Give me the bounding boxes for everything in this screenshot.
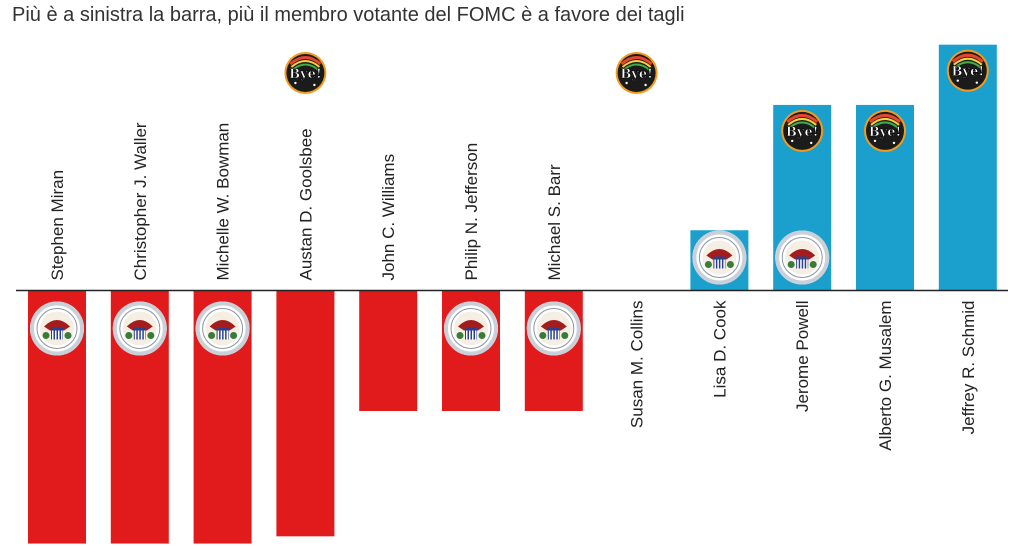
fed-seal-icon <box>692 230 747 285</box>
member-name-label: Michael S. Barr <box>545 164 564 281</box>
labels-layer: Stephen Miran Christopher J. Waller Michel… <box>48 122 978 451</box>
bye-badge-text: Bye! <box>620 67 653 82</box>
member-name-label: Alberto G. Musalem <box>876 301 895 451</box>
bar-austan-d-goolsbee <box>276 290 335 537</box>
bye-badge-text: Bye! <box>289 67 322 82</box>
member-name-label: John C. Williams <box>379 154 398 281</box>
member-name-label: Jerome Powell <box>793 301 812 413</box>
fed-seal-icon <box>444 301 498 356</box>
member-name-label: Austan D. Goolsbee <box>296 128 315 280</box>
bye-badge-icon: Bye! <box>781 109 824 152</box>
bars-layer <box>28 44 997 544</box>
member-name-label: Christopher J. Waller <box>131 122 150 280</box>
chart-title: Più è a sinistra la barra, più il membro… <box>12 4 685 26</box>
icons-layer: Bye! Bye! Bye! Bye! Bye! <box>30 49 989 356</box>
fed-seal-icon <box>775 230 830 285</box>
member-name-label: Philip N. Jefferson <box>462 143 481 281</box>
fed-seal-icon <box>112 301 167 356</box>
member-name-label: Michelle W. Bowman <box>214 123 233 281</box>
member-name-label: Jeffrey R. Schmid <box>959 301 978 435</box>
bye-badge-icon: Bye! <box>615 52 658 94</box>
fed-seal-icon <box>195 301 250 356</box>
fed-seal-icon <box>526 301 581 356</box>
member-name-label: Susan M. Collins <box>628 301 647 429</box>
fed-seal-icon <box>30 301 84 356</box>
bye-badge-icon: Bye! <box>946 49 989 92</box>
bye-badge-icon: Bye! <box>864 109 906 152</box>
bye-badge-text: Bye! <box>952 65 985 80</box>
member-name-label: Lisa D. Cook <box>710 300 729 398</box>
bye-badge-icon: Bye! <box>284 52 327 94</box>
bye-badge-text: Bye! <box>786 125 819 140</box>
member-name-label: Stephen Miran <box>48 170 67 281</box>
bar-john-c-williams <box>359 290 418 411</box>
bye-badge-text: Bye! <box>869 125 902 140</box>
